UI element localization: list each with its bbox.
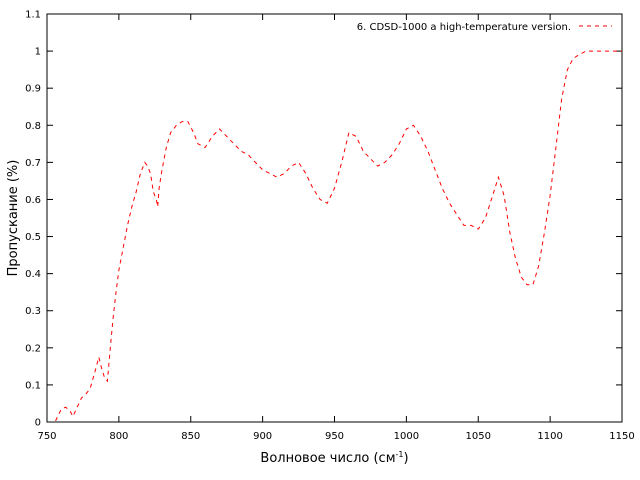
- y-tick-label: 0.3: [25, 306, 41, 317]
- x-tick-label: 950: [325, 431, 344, 442]
- x-tick-label: 850: [181, 431, 200, 442]
- x-tick-label: 800: [109, 431, 128, 442]
- x-tick-label: 1100: [537, 431, 562, 442]
- x-tick-label: 1050: [466, 431, 491, 442]
- x-tick-label: 1150: [609, 431, 634, 442]
- x-axis-title: Волновое число (см-1): [260, 450, 408, 466]
- y-tick-label: 1: [35, 47, 41, 58]
- y-axis: 0 0.1 0.2 0.3 0.4 0.5 0.6 0.7 0.8 0.9 1 1.1: [25, 10, 622, 429]
- y-tick-label: 0: [35, 418, 41, 429]
- legend: 6. CDSD-1000 a high-temperature version.: [357, 22, 612, 33]
- y-tick-label: 0.8: [25, 121, 41, 132]
- y-tick-label: 0.4: [25, 269, 41, 280]
- legend-label: 6. CDSD-1000 a high-temperature version.: [357, 22, 571, 33]
- series-line: [55, 50, 622, 422]
- y-tick-label: 0.6: [25, 195, 41, 206]
- series-layer: [55, 50, 622, 422]
- y-axis-title: Пропускание (%): [6, 160, 21, 277]
- x-tick-label: 750: [37, 431, 56, 442]
- x-tick-label: 900: [253, 431, 272, 442]
- y-tick-label: 0.1: [25, 380, 41, 391]
- y-tick-label: 1.1: [25, 10, 41, 21]
- y-tick-label: 0.5: [25, 232, 41, 243]
- x-axis: 750 800 850 900 950 1000 1050 1100 1150: [37, 14, 635, 442]
- y-tick-label: 0.2: [25, 343, 41, 354]
- y-tick-label: 0.9: [25, 84, 41, 95]
- y-tick-label: 0.7: [25, 158, 41, 169]
- x-tick-label: 1000: [394, 431, 419, 442]
- plot-frame: [46, 13, 623, 423]
